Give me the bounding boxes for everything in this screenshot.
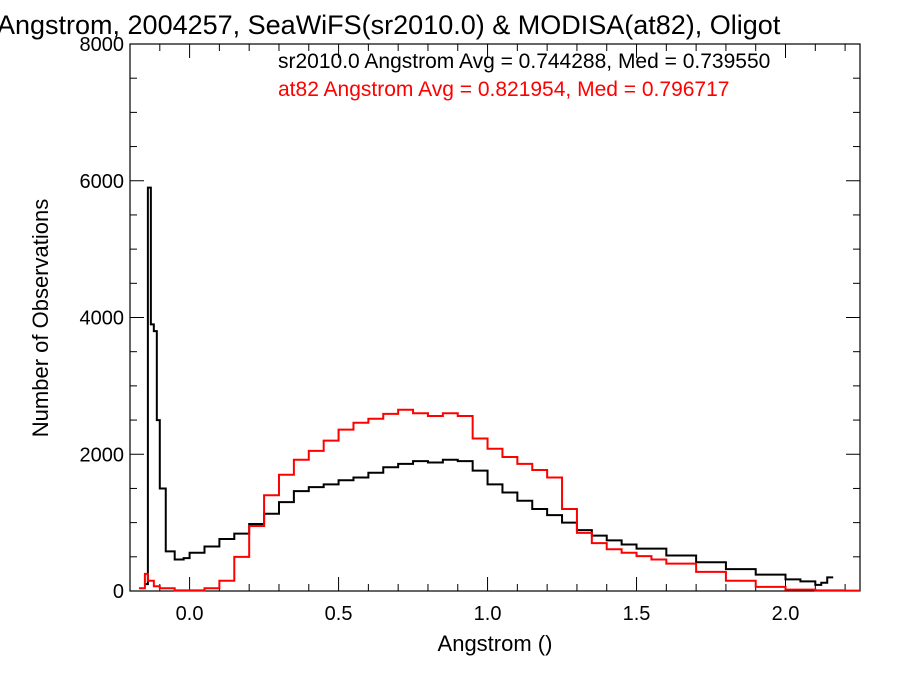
plot-frame — [129, 43, 861, 592]
y-tick-label: 2000 — [80, 444, 125, 466]
x-axis-label: Angstrom () — [438, 631, 553, 656]
y-tick-label: 8000 — [80, 34, 125, 56]
x-tick-label: 1.5 — [623, 603, 651, 625]
black-series-stats-annotation: sr2010.0 Angstrom Avg = 0.744288, Med = … — [278, 50, 770, 73]
x-tick-label: 0.5 — [325, 603, 353, 625]
y-tick-label: 0 — [113, 581, 124, 603]
series-layer — [138, 186, 860, 592]
y-tick-label: 4000 — [80, 308, 125, 330]
series-line-1 — [138, 408, 860, 592]
x-tick-label: 2.0 — [772, 603, 800, 625]
axis-ticks: 0.0 0.5 1.0 1.5 2.0 0 2000 4000 6000 8000 — [80, 34, 860, 625]
chart-title: Angstrom, 2004257, SeaWiFS(sr2010.0) & M… — [0, 10, 781, 40]
x-tick-label: 1.0 — [474, 603, 502, 625]
series-line-0 — [144, 186, 834, 586]
y-axis-label: Number of Observations — [28, 199, 53, 437]
red-series-stats-annotation: at82 Angstrom Avg = 0.821954, Med = 0.79… — [278, 78, 729, 101]
x-tick-label: 0.0 — [176, 603, 204, 625]
y-tick-label: 6000 — [80, 171, 125, 193]
